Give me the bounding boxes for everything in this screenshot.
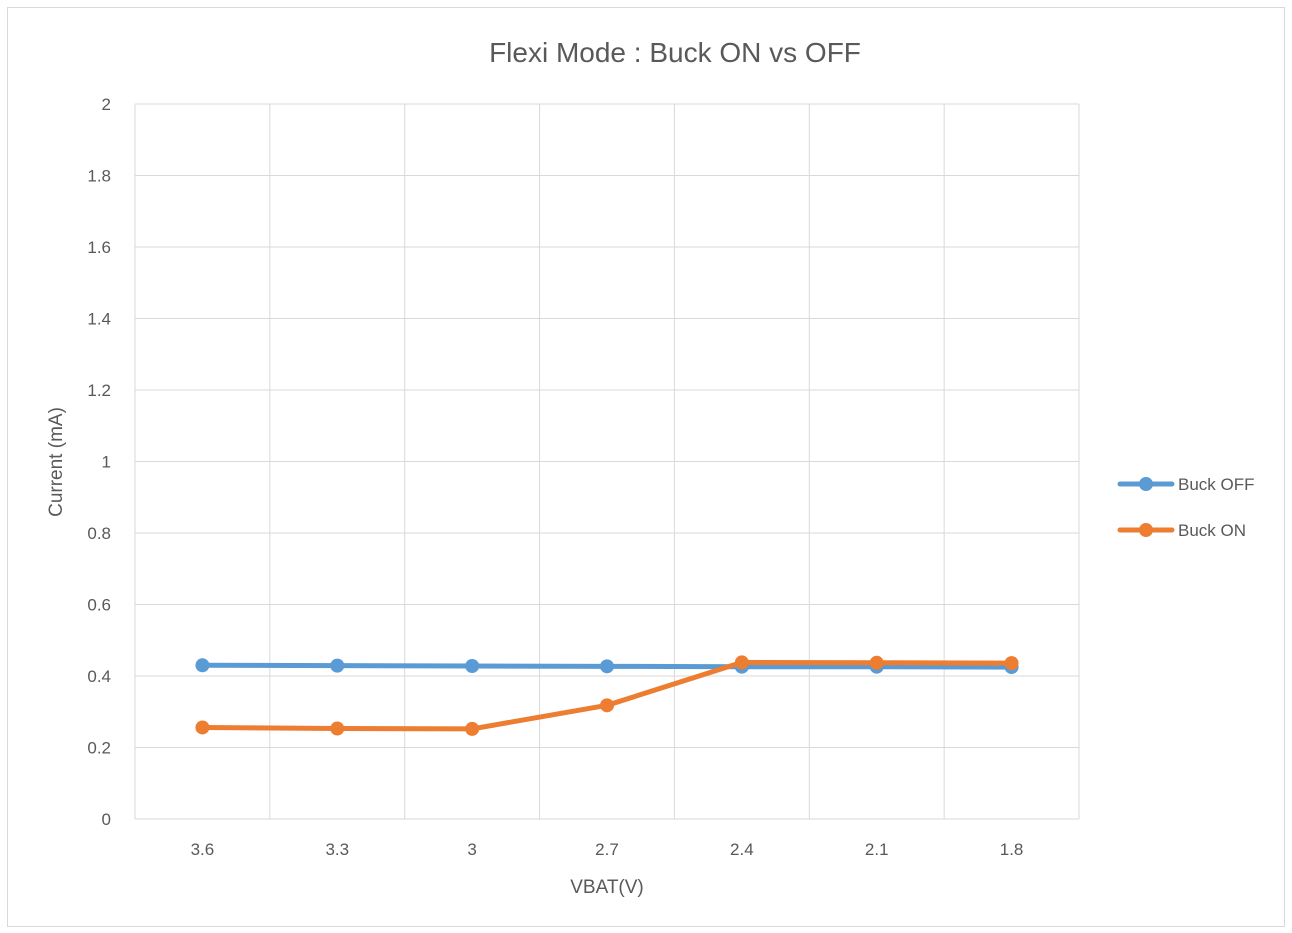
y-tick-label: 0 bbox=[102, 810, 111, 829]
y-tick-label: 0.8 bbox=[87, 524, 111, 543]
data-point-buck-on bbox=[195, 720, 210, 735]
y-tick-label: 0.6 bbox=[87, 596, 111, 615]
legend-swatch-marker-buck-off bbox=[1139, 477, 1153, 491]
data-point-buck-on bbox=[1004, 656, 1019, 671]
legend-label-buck-off: Buck OFF bbox=[1178, 475, 1255, 494]
data-point-buck-off bbox=[330, 658, 345, 673]
chart-title: Flexi Mode : Buck ON vs OFF bbox=[489, 37, 861, 68]
series-group bbox=[195, 655, 1019, 736]
x-tick-label: 2.1 bbox=[865, 840, 889, 859]
data-point-buck-off bbox=[600, 659, 614, 674]
y-tick-label: 1 bbox=[102, 453, 111, 472]
x-tick-label: 3.3 bbox=[325, 840, 349, 859]
y-axis-ticks: 0 0.2 0.4 0.6 0.8 1 1.2 1.4 1.6 1.8 2 bbox=[87, 95, 111, 829]
x-tick-label: 2.7 bbox=[595, 840, 619, 859]
x-axis-ticks: 3.6 3.3 3 2.7 2.4 2.1 1.8 bbox=[191, 840, 1024, 859]
y-tick-label: 1.6 bbox=[87, 238, 111, 257]
legend-label-buck-on: Buck ON bbox=[1178, 521, 1246, 540]
y-tick-label: 1.8 bbox=[87, 167, 111, 186]
data-point-buck-on bbox=[600, 698, 614, 713]
y-tick-label: 1.4 bbox=[87, 310, 111, 329]
gridlines bbox=[134, 103, 1080, 820]
y-axis-label: Current (mA) bbox=[46, 407, 67, 517]
y-tick-label: 1.2 bbox=[87, 381, 111, 400]
data-point-buck-on bbox=[869, 655, 884, 670]
x-tick-label: 3.6 bbox=[191, 840, 215, 859]
y-tick-label: 2 bbox=[102, 95, 111, 114]
chart-frame bbox=[7, 7, 1285, 927]
legend-swatch-marker-buck-on bbox=[1139, 523, 1153, 537]
data-point-buck-on bbox=[330, 721, 345, 736]
y-tick-label: 0.4 bbox=[87, 667, 111, 686]
y-tick-label: 0.2 bbox=[87, 739, 111, 758]
legend: Buck OFF Buck ON bbox=[1117, 475, 1255, 540]
x-tick-label: 3 bbox=[467, 840, 476, 859]
data-point-buck-off bbox=[465, 658, 480, 673]
x-tick-label: 1.8 bbox=[1000, 840, 1024, 859]
data-point-buck-on bbox=[734, 655, 749, 670]
data-point-buck-on bbox=[465, 721, 480, 736]
x-tick-label: 2.4 bbox=[730, 840, 754, 859]
x-axis-label: VBAT(V) bbox=[570, 877, 644, 898]
data-point-buck-off bbox=[195, 658, 210, 673]
